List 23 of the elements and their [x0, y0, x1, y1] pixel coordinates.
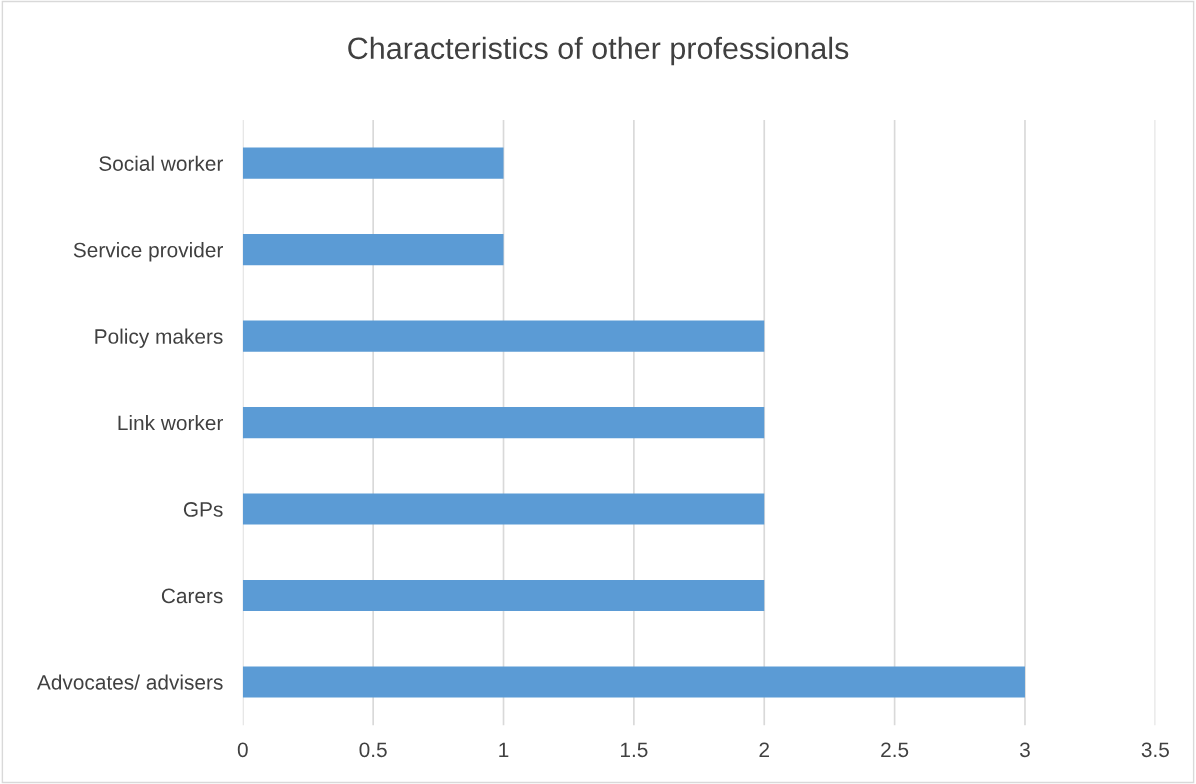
y-tick-label: Service provider	[73, 242, 224, 262]
x-tick-label: 1.5	[620, 742, 648, 758]
y-tick-label: Carers	[161, 588, 223, 604]
y-tick-label: Policy makers	[95, 328, 223, 348]
x-tick-label: 1	[499, 742, 509, 757]
bar	[242, 666, 1025, 698]
bar	[242, 320, 765, 352]
bar	[242, 147, 504, 179]
x-tick-label: 3	[1019, 742, 1030, 758]
bar	[242, 579, 765, 612]
bar	[242, 493, 765, 525]
y-tick-label: GPs	[183, 502, 223, 517]
chart-title: Characteristics of other professionals	[348, 36, 849, 66]
y-tick-label: Link worker	[118, 415, 223, 431]
y-tick-label: Advocates/ advisers	[36, 674, 223, 690]
x-tick-label: 3.5	[1141, 742, 1169, 758]
x-tick-label: 0.5	[359, 742, 387, 758]
x-tick-label: 2.5	[881, 742, 909, 758]
y-tick-label: Social worker	[99, 155, 223, 171]
bar	[242, 234, 504, 266]
x-tick-label: 0	[237, 742, 248, 758]
x-tick-label: 2	[759, 742, 769, 757]
bar	[242, 407, 765, 439]
